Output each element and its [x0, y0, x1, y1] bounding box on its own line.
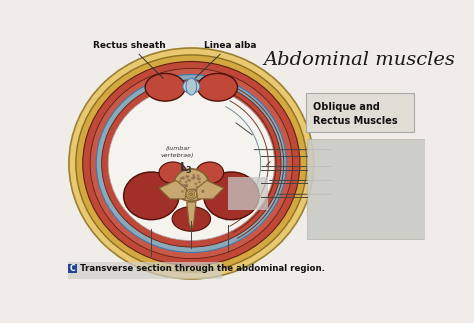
Ellipse shape [124, 172, 179, 220]
Circle shape [199, 181, 200, 183]
Circle shape [186, 176, 187, 177]
Circle shape [186, 185, 187, 186]
Circle shape [202, 191, 203, 193]
Ellipse shape [83, 61, 300, 266]
Bar [307, 139, 425, 239]
Ellipse shape [69, 48, 314, 279]
Ellipse shape [101, 80, 281, 247]
Polygon shape [159, 181, 187, 199]
Text: Rectus sheath: Rectus sheath [93, 41, 166, 78]
Circle shape [185, 182, 187, 183]
Ellipse shape [190, 193, 193, 196]
Circle shape [188, 194, 189, 195]
Polygon shape [196, 181, 224, 199]
Bar [228, 177, 268, 210]
Polygon shape [187, 202, 196, 229]
Circle shape [182, 177, 183, 178]
Ellipse shape [172, 207, 210, 231]
Text: 3: 3 [185, 166, 191, 175]
Circle shape [195, 183, 197, 184]
Circle shape [185, 188, 186, 189]
Circle shape [187, 176, 189, 177]
Circle shape [196, 189, 197, 191]
Ellipse shape [108, 87, 274, 241]
Circle shape [189, 180, 191, 181]
Ellipse shape [186, 189, 197, 199]
Ellipse shape [173, 169, 209, 201]
Ellipse shape [90, 68, 292, 259]
Ellipse shape [145, 73, 185, 101]
Circle shape [193, 177, 195, 178]
Circle shape [197, 175, 199, 177]
Circle shape [193, 175, 194, 176]
Text: (lumbar
vertebrae): (lumbar vertebrae) [161, 146, 194, 158]
Circle shape [193, 177, 195, 179]
Circle shape [196, 186, 198, 188]
Ellipse shape [96, 75, 286, 253]
Ellipse shape [188, 191, 195, 198]
Circle shape [192, 178, 193, 179]
Ellipse shape [186, 78, 197, 95]
Circle shape [197, 178, 199, 179]
Circle shape [182, 191, 183, 192]
Bar [68, 262, 222, 279]
Text: L: L [180, 161, 188, 174]
Ellipse shape [183, 79, 200, 93]
FancyBboxPatch shape [306, 93, 414, 132]
Circle shape [186, 185, 187, 186]
Ellipse shape [159, 162, 187, 183]
Text: Transverse section through the abdominal region.: Transverse section through the abdominal… [80, 264, 325, 273]
Circle shape [183, 178, 184, 179]
Bar [68, 264, 77, 273]
Text: Oblique and
Rectus Muscles: Oblique and Rectus Muscles [313, 102, 398, 126]
Circle shape [180, 181, 181, 182]
Circle shape [190, 191, 191, 192]
Text: Linea alba: Linea alba [195, 41, 256, 78]
Circle shape [181, 178, 182, 179]
Circle shape [199, 178, 200, 180]
Circle shape [183, 185, 185, 186]
Ellipse shape [76, 55, 307, 272]
Circle shape [193, 189, 194, 190]
Ellipse shape [204, 172, 259, 220]
Circle shape [185, 185, 187, 187]
Ellipse shape [196, 162, 224, 183]
Circle shape [188, 180, 189, 181]
Circle shape [202, 190, 204, 192]
Circle shape [193, 193, 194, 195]
Text: Abdominal muscles: Abdominal muscles [263, 51, 455, 69]
Ellipse shape [198, 73, 237, 101]
Text: C: C [70, 264, 75, 273]
